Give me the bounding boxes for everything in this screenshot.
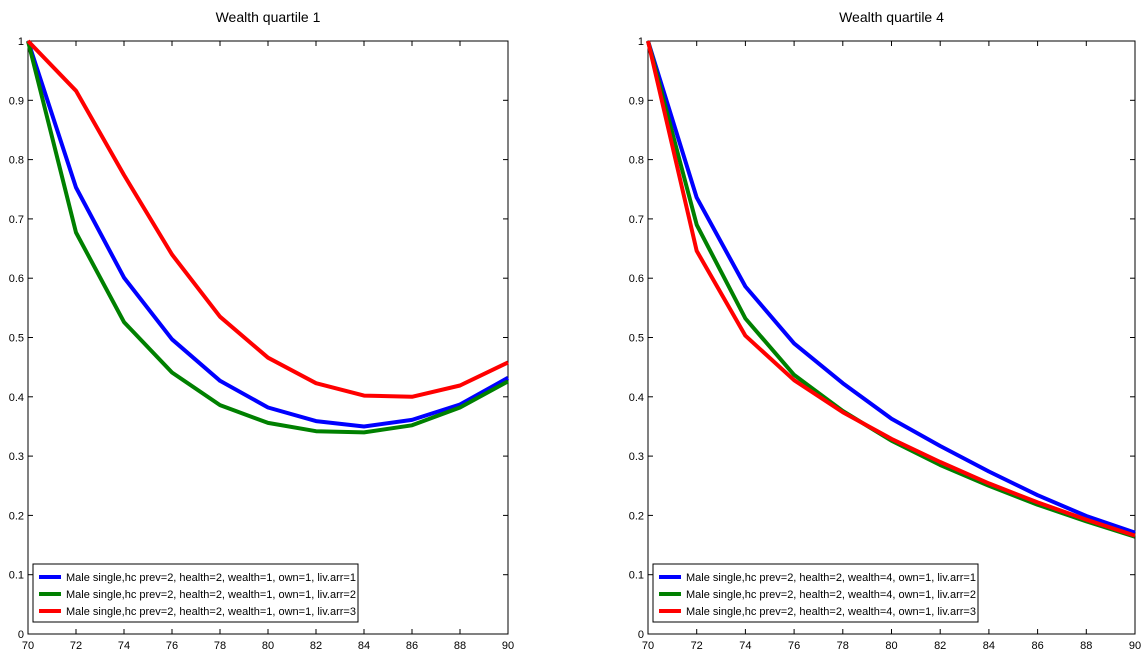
- y-tick-label: 0.8: [629, 155, 644, 167]
- x-tick-label: 78: [837, 640, 849, 652]
- y-tick-label: 0.9: [9, 95, 24, 107]
- chart-panel-1: Wealth quartile 1 70 72 74 76 78 80 82 84 86 88 90 0…: [9, 9, 514, 652]
- y-tick-label: 0.6: [9, 273, 24, 285]
- legend-label: Male single,hc prev=2, health=2, wealth=…: [686, 572, 976, 584]
- series-line-2: [26, 40, 509, 435]
- x-tick-label: 82: [310, 640, 322, 652]
- y-tick-label: 0.1: [9, 570, 24, 582]
- x-tick-label: 82: [934, 640, 946, 652]
- x-tick-label: 86: [406, 640, 418, 652]
- x-tick-label: 84: [983, 640, 995, 652]
- x-tick-label: 80: [262, 640, 274, 652]
- y-tick-label: 0.5: [9, 333, 24, 345]
- series-line-3: [646, 40, 1136, 538]
- y-tick-label: 0.4: [9, 392, 24, 404]
- y-tick-label: 1: [638, 36, 644, 48]
- x-tick-label: 90: [502, 640, 514, 652]
- plot-area: [647, 40, 1136, 635]
- x-tick-label: 70: [22, 640, 34, 652]
- chart-title: Wealth quartile 4: [839, 9, 944, 25]
- series-line-1: [646, 40, 1136, 535]
- y-tick-label: 0.7: [9, 214, 24, 226]
- legend-label: Male single,hc prev=2, health=2, wealth=…: [66, 606, 356, 618]
- x-tick-label: 80: [885, 640, 897, 652]
- y-tick-label: 0.7: [629, 214, 644, 226]
- series-line-1: [26, 40, 509, 429]
- x-tick-label: 76: [166, 640, 178, 652]
- y-tick-label: 0.2: [9, 510, 24, 522]
- x-tick-label: 72: [691, 640, 703, 652]
- y-tick-label: 0: [18, 629, 24, 641]
- y-tick-label: 1: [18, 36, 24, 48]
- x-tick-label: 74: [739, 640, 751, 652]
- y-tick-label: 0.8: [9, 155, 24, 167]
- y-tick-label: 0.3: [629, 451, 644, 463]
- x-tick-label: 78: [214, 640, 226, 652]
- x-tick-label: 76: [788, 640, 800, 652]
- chart-panel-2: Wealth quartile 4 70 72 74 76 78 80 82 84 86 88 90 0…: [629, 9, 1141, 652]
- x-tick-label: 70: [642, 640, 654, 652]
- y-tick-label: 0: [638, 629, 644, 641]
- y-tick-label: 0.2: [629, 510, 644, 522]
- legend-label: Male single,hc prev=2, health=2, wealth=…: [686, 589, 976, 601]
- x-tick-label: 88: [454, 640, 466, 652]
- x-tick-label: 74: [118, 640, 130, 652]
- y-tick-label: 0.6: [629, 273, 644, 285]
- y-tick-label: 0.3: [9, 451, 24, 463]
- x-tick-label: 90: [1129, 640, 1141, 652]
- legend: [32, 563, 359, 623]
- legend-label: Male single,hc prev=2, health=2, wealth=…: [66, 589, 356, 601]
- y-tick-label: 0.9: [629, 95, 644, 107]
- legend-label: Male single,hc prev=2, health=2, wealth=…: [66, 572, 356, 584]
- x-tick-label: 86: [1031, 640, 1043, 652]
- chart-title: Wealth quartile 1: [216, 9, 321, 25]
- x-tick-label: 84: [358, 640, 370, 652]
- plot-area: [27, 40, 509, 635]
- y-tick-label: 0.4: [629, 392, 644, 404]
- x-tick-label: 72: [70, 640, 82, 652]
- legend-label: Male single,hc prev=2, health=2, wealth=…: [686, 606, 976, 618]
- x-tick-label: 88: [1080, 640, 1092, 652]
- legend: [652, 563, 979, 623]
- series-line-3: [26, 39, 509, 399]
- y-tick-label: 0.1: [629, 570, 644, 582]
- y-tick-label: 0.5: [629, 333, 644, 345]
